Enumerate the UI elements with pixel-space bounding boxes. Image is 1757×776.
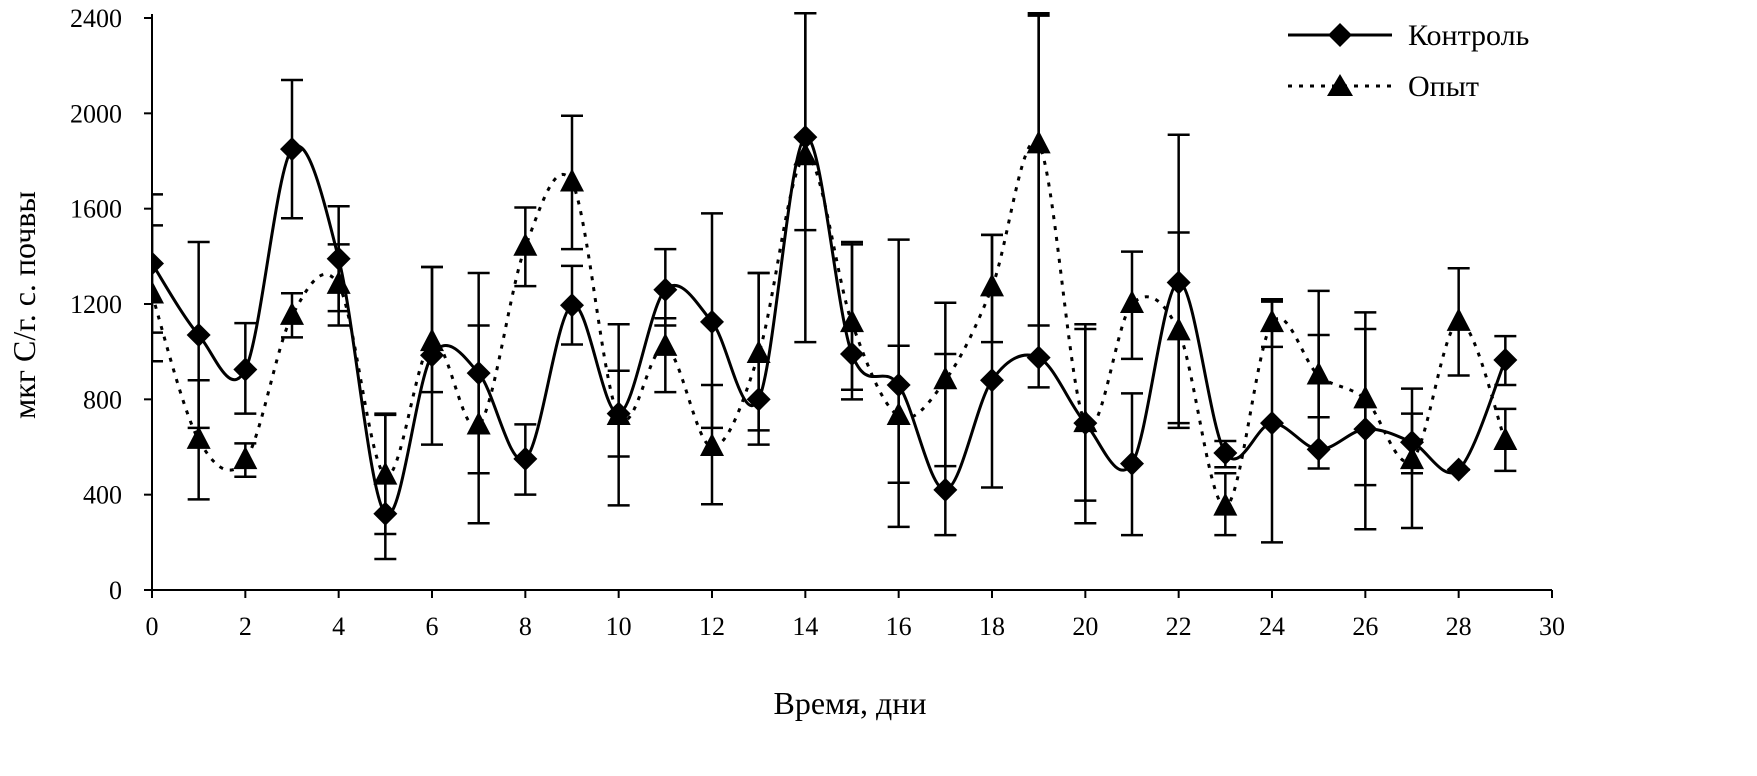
data-point-control <box>152 251 164 276</box>
x-tick-label: 4 <box>332 612 345 641</box>
x-tick-label: 26 <box>1352 612 1378 641</box>
data-point-experiment <box>1073 409 1098 433</box>
data-point-control <box>1493 348 1518 373</box>
x-tick-label: 0 <box>146 612 159 641</box>
legend-marker-experiment <box>1327 74 1353 96</box>
data-point-experiment <box>1260 309 1284 333</box>
y-tick-label: 1200 <box>70 290 122 319</box>
data-point-experiment <box>886 402 911 426</box>
series-line-experiment <box>152 140 1507 509</box>
data-point-experiment <box>606 402 631 426</box>
data-point-experiment <box>420 328 444 352</box>
x-axis-ticks: 0 2 4 6 8 10 12 14 16 18 20 22 24 26 28 30 <box>146 590 1565 641</box>
data-point-experiment <box>466 411 491 435</box>
data-point-experiment <box>560 168 584 192</box>
data-point-experiment <box>746 340 771 364</box>
x-tick-label: 2 <box>239 612 252 641</box>
error-bar-control <box>152 193 163 363</box>
data-point-control <box>1446 457 1471 482</box>
data-point-control <box>1260 411 1284 436</box>
error-bar-experiment <box>1027 11 1050 327</box>
data-point-experiment <box>373 461 398 485</box>
data-point-experiment <box>1120 290 1144 313</box>
data-point-experiment <box>1026 130 1051 154</box>
data-point-experiment <box>1446 307 1471 331</box>
data-point-experiment <box>840 309 864 333</box>
error-bar-experiment <box>794 11 817 344</box>
y-tick-label: 400 <box>83 481 122 510</box>
data-point-control <box>1026 345 1051 370</box>
data-point-experiment <box>233 446 258 470</box>
data-point-experiment <box>280 301 304 325</box>
y-tick-label: 1600 <box>70 195 122 224</box>
data-point-experiment <box>1353 385 1378 409</box>
y-tick-label: 2400 <box>70 4 122 33</box>
data-point-control <box>1120 451 1144 476</box>
y-axis-title: мкг С/г. с. почвы <box>6 191 42 419</box>
legend-label-experiment: Опыт <box>1408 70 1479 103</box>
data-point-experiment <box>793 142 818 166</box>
data-point-control <box>513 446 538 471</box>
x-tick-label: 6 <box>426 612 439 641</box>
x-tick-label: 8 <box>519 612 532 641</box>
error-bar-experiment <box>887 344 910 529</box>
data-point-experiment <box>1493 427 1518 451</box>
x-tick-label: 30 <box>1539 612 1565 641</box>
data-point-experiment <box>513 232 538 256</box>
data-point-experiment <box>1213 492 1238 516</box>
error-bar-experiment <box>152 224 163 334</box>
x-tick-label: 24 <box>1259 612 1285 641</box>
legend-marker-control <box>1328 23 1352 47</box>
x-tick-label: 18 <box>979 612 1005 641</box>
data-point-control <box>1306 437 1331 462</box>
data-point-experiment <box>933 366 958 390</box>
data-point-experiment <box>1400 446 1424 470</box>
data-point-experiment <box>1166 317 1191 341</box>
x-tick-label: 20 <box>1072 612 1098 641</box>
data-point-control <box>933 477 958 502</box>
data-point-control <box>280 137 304 162</box>
y-tick-label: 2000 <box>70 99 122 128</box>
series-control <box>152 11 1518 561</box>
data-point-experiment <box>653 332 678 356</box>
series-line-control <box>152 135 1507 517</box>
data-point-control <box>233 357 258 382</box>
x-tick-label: 10 <box>606 612 632 641</box>
data-point-control <box>186 322 211 347</box>
data-point-control <box>560 293 584 318</box>
data-point-experiment <box>980 273 1004 297</box>
data-point-control <box>1213 440 1238 465</box>
data-point-experiment <box>326 270 351 294</box>
data-point-experiment <box>186 425 211 449</box>
legend-label-control: Контроль <box>1408 19 1529 52</box>
data-point-control <box>700 309 724 334</box>
data-point-experiment <box>700 433 724 456</box>
x-tick-label: 28 <box>1446 612 1472 641</box>
legend: Контроль Опыт <box>1288 19 1529 103</box>
data-point-control <box>653 277 678 302</box>
data-point-experiment <box>1306 361 1331 385</box>
series-layer <box>152 11 1518 561</box>
x-tick-label: 22 <box>1166 612 1192 641</box>
data-point-control <box>980 368 1004 393</box>
x-tick-label: 14 <box>792 612 818 641</box>
x-tick-label: 12 <box>699 612 725 641</box>
y-tick-label: 800 <box>83 385 122 414</box>
series-experiment <box>152 11 1518 537</box>
y-tick-label: 0 <box>109 576 122 605</box>
data-point-experiment <box>152 280 164 304</box>
x-axis-title: Время, дни <box>773 685 926 721</box>
x-tick-label: 16 <box>886 612 912 641</box>
y-axis-ticks: 0 400 800 1200 1600 2000 2400 <box>70 4 152 605</box>
